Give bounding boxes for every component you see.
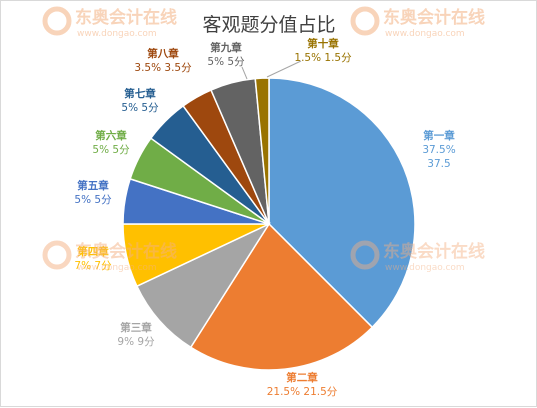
logo-icon — [42, 6, 72, 36]
watermark-brand: 东奥会计在线 — [75, 241, 177, 262]
chart-title: 客观题分值占比 — [202, 14, 335, 36]
slice-label-9: 第九章 5% 5分 — [207, 41, 245, 68]
slice-label-1: 第一章 37.5% 37.5 — [422, 129, 455, 170]
watermark-url: www.dongao.com — [385, 29, 465, 39]
pie-slice-2 — [189, 222, 374, 371]
logo-icon — [350, 240, 380, 270]
slice-labels: 第一章 37.5% 37.5 第二章 21.5% 21.5分 第三章 9% 9分 第四章 7% … — [74, 37, 455, 398]
logo-icon — [42, 240, 72, 270]
slice-label-8: 第八章 3.5% 3.5分 — [134, 47, 192, 74]
slice-label-2: 第二章 21.5% 21.5分 — [267, 371, 338, 398]
slice-label-6: 第六章 5% 5分 — [92, 129, 130, 156]
leader-line-9 — [241, 66, 248, 80]
slice-label-3: 第三章 9% 9分 — [117, 321, 155, 348]
pie-slice-10 — [254, 77, 270, 225]
watermark-url: www.dongao.com — [77, 263, 157, 273]
watermark-url: www.dongao.com — [385, 263, 465, 273]
pie-slice-1 — [268, 77, 416, 329]
pie-slice-3 — [135, 222, 272, 349]
watermark-brand: 东奥会计在线 — [383, 241, 485, 262]
slice-label-5: 第五章 5% 5分 — [74, 179, 112, 206]
watermark-url: www.dongao.com — [77, 29, 157, 39]
leader-line-10 — [266, 60, 302, 78]
slice-label-7: 第七章 5% 5分 — [121, 87, 159, 114]
slice-label-10: 第十章 1.5% 1.5分 — [294, 37, 352, 64]
slice-label-4: 第四章 7% 7分 — [74, 245, 112, 272]
watermark-brand: 东奥会计在线 — [383, 7, 485, 28]
watermark-brand: 东奥会计在线 — [75, 7, 177, 28]
pie-slices — [122, 77, 416, 371]
leader-lines — [241, 60, 302, 80]
logo-icon — [350, 6, 380, 36]
